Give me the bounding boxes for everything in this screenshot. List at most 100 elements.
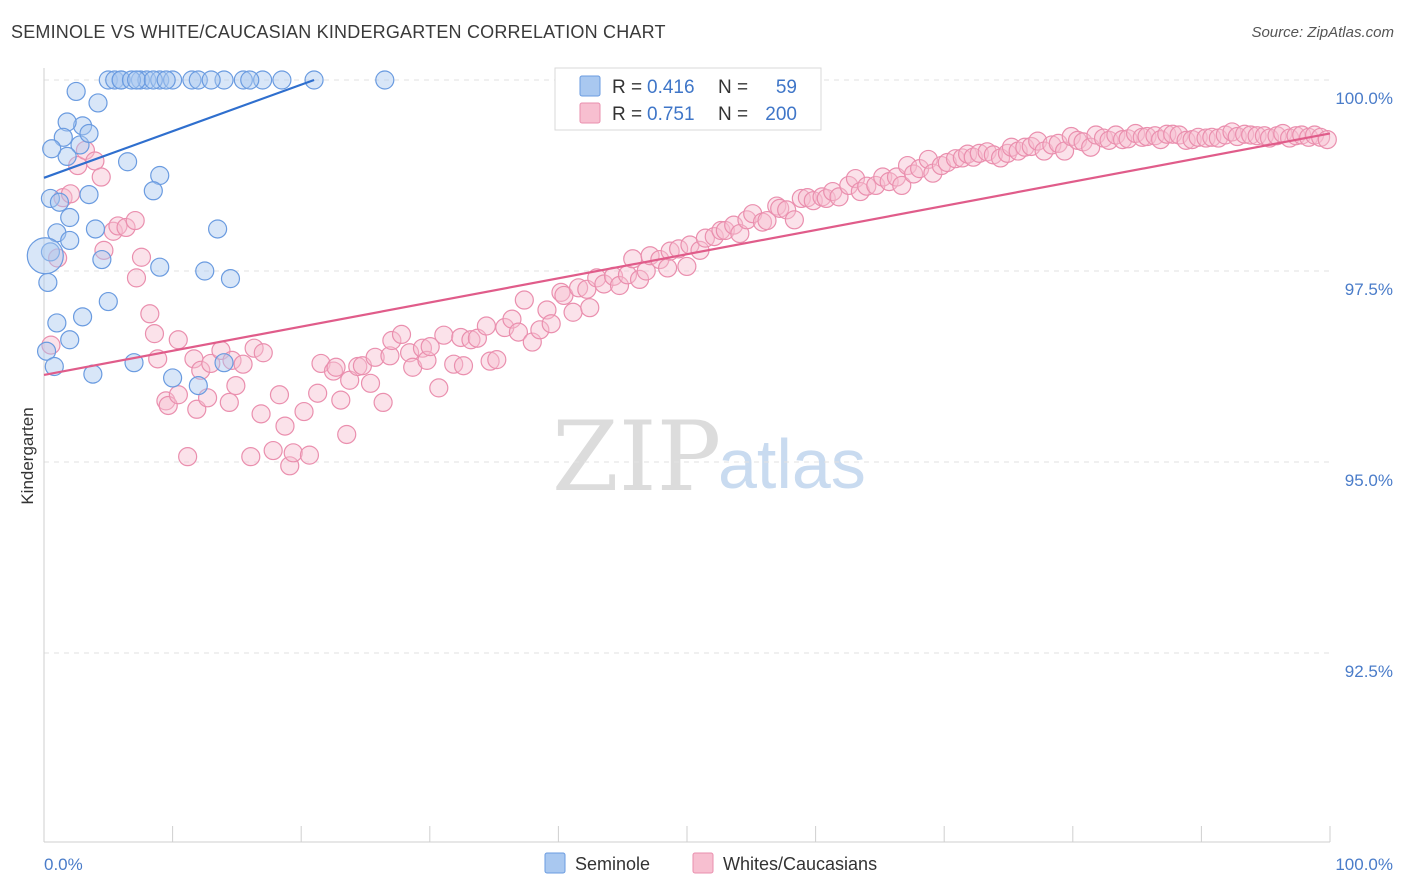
data-point bbox=[121, 70, 142, 90]
data-point bbox=[60, 330, 80, 350]
data-point bbox=[969, 143, 989, 163]
data-point bbox=[434, 325, 454, 345]
series-whites bbox=[41, 122, 1337, 476]
data-point bbox=[275, 416, 295, 436]
data-point bbox=[105, 70, 125, 90]
data-point bbox=[1021, 136, 1041, 157]
data-point bbox=[514, 290, 534, 310]
watermark-zip: ZIP bbox=[552, 401, 721, 513]
data-point bbox=[85, 219, 106, 239]
data-point bbox=[269, 385, 290, 405]
y-tick-label: 97.5% bbox=[1345, 280, 1393, 299]
data-point bbox=[777, 200, 797, 220]
data-point bbox=[117, 152, 138, 172]
data-point bbox=[251, 404, 271, 424]
data-point bbox=[158, 395, 178, 416]
data-point bbox=[476, 316, 496, 336]
data-point bbox=[57, 146, 77, 166]
data-point bbox=[125, 210, 145, 231]
y-tick-label: 92.5% bbox=[1345, 662, 1393, 681]
data-point bbox=[784, 210, 804, 230]
data-point bbox=[150, 257, 170, 277]
data-point bbox=[178, 447, 198, 467]
data-point bbox=[530, 320, 550, 340]
data-point bbox=[72, 116, 93, 136]
data-point bbox=[365, 347, 385, 367]
data-point bbox=[241, 447, 261, 467]
data-point bbox=[1247, 126, 1267, 146]
data-point bbox=[126, 268, 147, 288]
data-point bbox=[420, 337, 440, 357]
data-point bbox=[373, 392, 393, 413]
data-point bbox=[140, 304, 160, 324]
data-point bbox=[400, 343, 420, 363]
data-point bbox=[233, 70, 253, 90]
data-point bbox=[1028, 131, 1048, 151]
data-point bbox=[391, 324, 412, 345]
source-credit: Source: ZipAtlas.com bbox=[1251, 24, 1394, 41]
y-tick-labels: 92.5% 95.0% 97.5% 100.0% bbox=[1335, 89, 1393, 681]
data-point bbox=[72, 307, 93, 327]
data-point bbox=[541, 314, 561, 334]
data-point bbox=[226, 376, 246, 396]
legend-r-label: R = bbox=[612, 77, 642, 98]
data-points bbox=[26, 70, 1337, 476]
data-point bbox=[91, 167, 111, 187]
data-point bbox=[47, 313, 67, 333]
x-tick-labels: 0.0% 100.0% bbox=[43, 826, 1393, 874]
x-tick-label-max: 100.0% bbox=[1335, 855, 1393, 874]
data-point bbox=[382, 330, 402, 351]
data-point bbox=[331, 390, 351, 410]
data-point bbox=[480, 351, 500, 371]
legend-r-value-seminole: 0.416 bbox=[647, 77, 695, 98]
data-point bbox=[188, 376, 208, 396]
data-point bbox=[1241, 125, 1261, 145]
data-point bbox=[26, 237, 64, 275]
data-point bbox=[711, 220, 731, 241]
bottom-legend-swatch-whites bbox=[692, 852, 714, 874]
data-point bbox=[92, 249, 112, 270]
data-point bbox=[253, 343, 273, 363]
data-point bbox=[79, 185, 99, 205]
data-point bbox=[233, 354, 253, 374]
data-point bbox=[191, 360, 211, 380]
data-point bbox=[38, 272, 58, 293]
series-legend: Seminole Whites/Caucasians bbox=[544, 852, 877, 874]
data-point bbox=[669, 239, 689, 259]
legend-r-label: R = bbox=[612, 104, 642, 125]
data-point bbox=[337, 424, 357, 445]
series-seminole bbox=[36, 70, 395, 396]
data-point bbox=[40, 242, 61, 262]
legend-n-value-seminole: 59 bbox=[776, 77, 797, 98]
data-point bbox=[126, 70, 147, 90]
data-point bbox=[767, 196, 787, 216]
data-point bbox=[272, 70, 292, 90]
y-axis-label: Kindergarten bbox=[18, 407, 37, 504]
data-point bbox=[580, 298, 600, 318]
legend-n-value-whites: 200 bbox=[765, 104, 797, 125]
data-point bbox=[1042, 135, 1062, 155]
data-point bbox=[163, 368, 183, 388]
data-point bbox=[770, 198, 790, 218]
data-point bbox=[163, 70, 183, 90]
data-point bbox=[66, 81, 86, 102]
data-point bbox=[42, 139, 62, 159]
data-point bbox=[49, 192, 70, 212]
legend-swatch-whites bbox=[579, 102, 601, 124]
data-point bbox=[563, 302, 583, 322]
data-point bbox=[444, 354, 464, 374]
trend-line-seminole bbox=[43, 78, 315, 179]
data-point bbox=[60, 207, 80, 228]
data-point bbox=[360, 373, 381, 393]
data-point bbox=[551, 282, 571, 302]
data-point bbox=[326, 357, 346, 377]
data-point bbox=[791, 188, 811, 209]
data-point bbox=[1176, 130, 1196, 150]
data-point bbox=[903, 164, 924, 184]
data-point bbox=[283, 443, 303, 463]
chart-title: SEMINOLE VS WHITE/CAUCASIAN KINDERGARTEN… bbox=[11, 22, 666, 42]
data-point bbox=[412, 338, 433, 358]
data-point bbox=[594, 274, 614, 294]
data-point bbox=[108, 216, 128, 236]
